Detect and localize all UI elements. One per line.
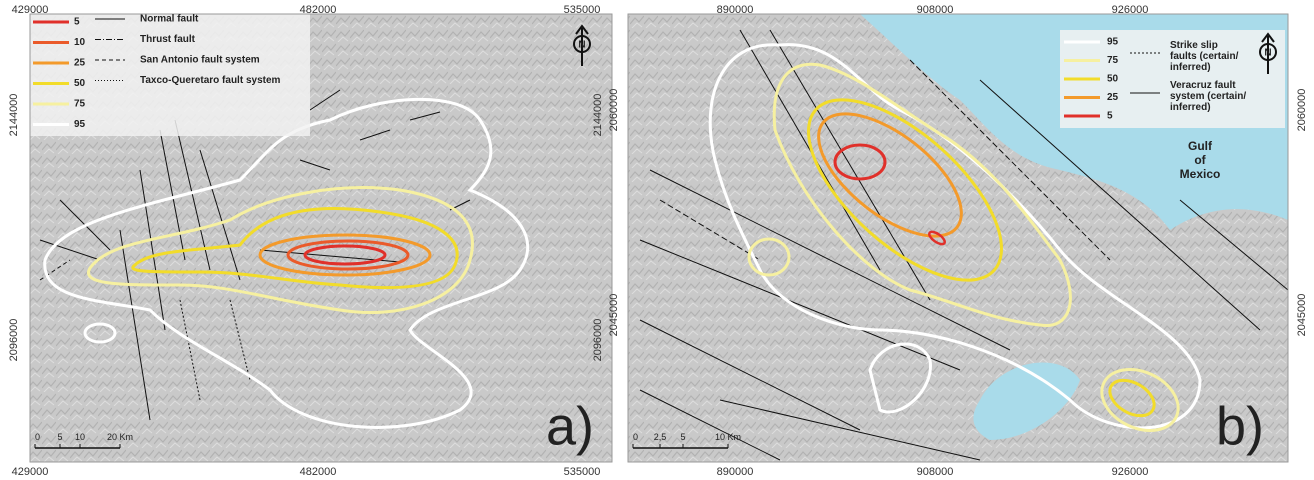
coord-label: 926000 bbox=[1112, 466, 1149, 475]
scale-label: 2,5 bbox=[654, 432, 667, 442]
coord-label: 482000 bbox=[300, 466, 337, 475]
legend-fault: Thrust fault bbox=[140, 34, 196, 45]
scale-label: 5 bbox=[57, 432, 62, 442]
legend-fault: Taxco-Queretaro fault system bbox=[140, 75, 281, 86]
legend-fault: Normal fault bbox=[140, 14, 199, 25]
coord-label: 890000 bbox=[717, 4, 754, 16]
panel-label: b) bbox=[1216, 396, 1264, 456]
north-label: N bbox=[1264, 48, 1271, 59]
coord-label: 429000 bbox=[12, 4, 49, 16]
scale-label: 0 bbox=[35, 432, 40, 442]
coord-label: 482000 bbox=[300, 4, 337, 16]
coord-label: 2096000 bbox=[592, 319, 604, 362]
coord-label: 535000 bbox=[564, 4, 601, 16]
coord-label: 2144000 bbox=[8, 94, 20, 137]
legend-level: 95 bbox=[74, 119, 86, 130]
legend-level: 10 bbox=[74, 37, 86, 48]
coord-label: 2045000 bbox=[608, 294, 620, 337]
north-label: N bbox=[578, 40, 585, 51]
coord-label: 908000 bbox=[917, 466, 954, 475]
legend-level: 75 bbox=[74, 99, 86, 110]
coord-label: 890000 bbox=[717, 466, 754, 475]
coord-label: 535000 bbox=[564, 466, 601, 475]
scale-label: 20 Km bbox=[107, 432, 133, 442]
scale-label: 5 bbox=[680, 432, 685, 442]
coord-label: 908000 bbox=[917, 4, 954, 16]
coord-label: 2144000 bbox=[592, 94, 604, 137]
figure: 429000 429000 482000 482000 535000 535000 2144… bbox=[0, 0, 1314, 475]
legend-level: 50 bbox=[1107, 74, 1119, 85]
coord-label: 2045000 bbox=[1296, 294, 1308, 337]
coord-label: 2060000 bbox=[608, 89, 620, 132]
legend-level: 75 bbox=[1107, 55, 1119, 66]
scale-label: 0 bbox=[633, 432, 638, 442]
coord-label: 2060000 bbox=[1296, 89, 1308, 132]
legend-level: 5 bbox=[74, 17, 80, 28]
map-a bbox=[30, 14, 612, 462]
coord-label: 926000 bbox=[1112, 4, 1149, 16]
legend-level: 95 bbox=[1107, 37, 1119, 48]
legend-level: 25 bbox=[1107, 92, 1119, 103]
legend-fault: San Antonio fault system bbox=[140, 55, 260, 66]
scale-label: 10 bbox=[75, 432, 85, 442]
legend-level: 5 bbox=[1107, 111, 1113, 122]
coord-label: 2096000 bbox=[8, 319, 20, 362]
panel-label: a) bbox=[546, 396, 594, 456]
legend-level: 25 bbox=[74, 58, 86, 69]
scale-label: 10 Km bbox=[715, 432, 741, 442]
legend-level: 50 bbox=[74, 78, 86, 89]
coord-label: 429000 bbox=[12, 466, 49, 475]
